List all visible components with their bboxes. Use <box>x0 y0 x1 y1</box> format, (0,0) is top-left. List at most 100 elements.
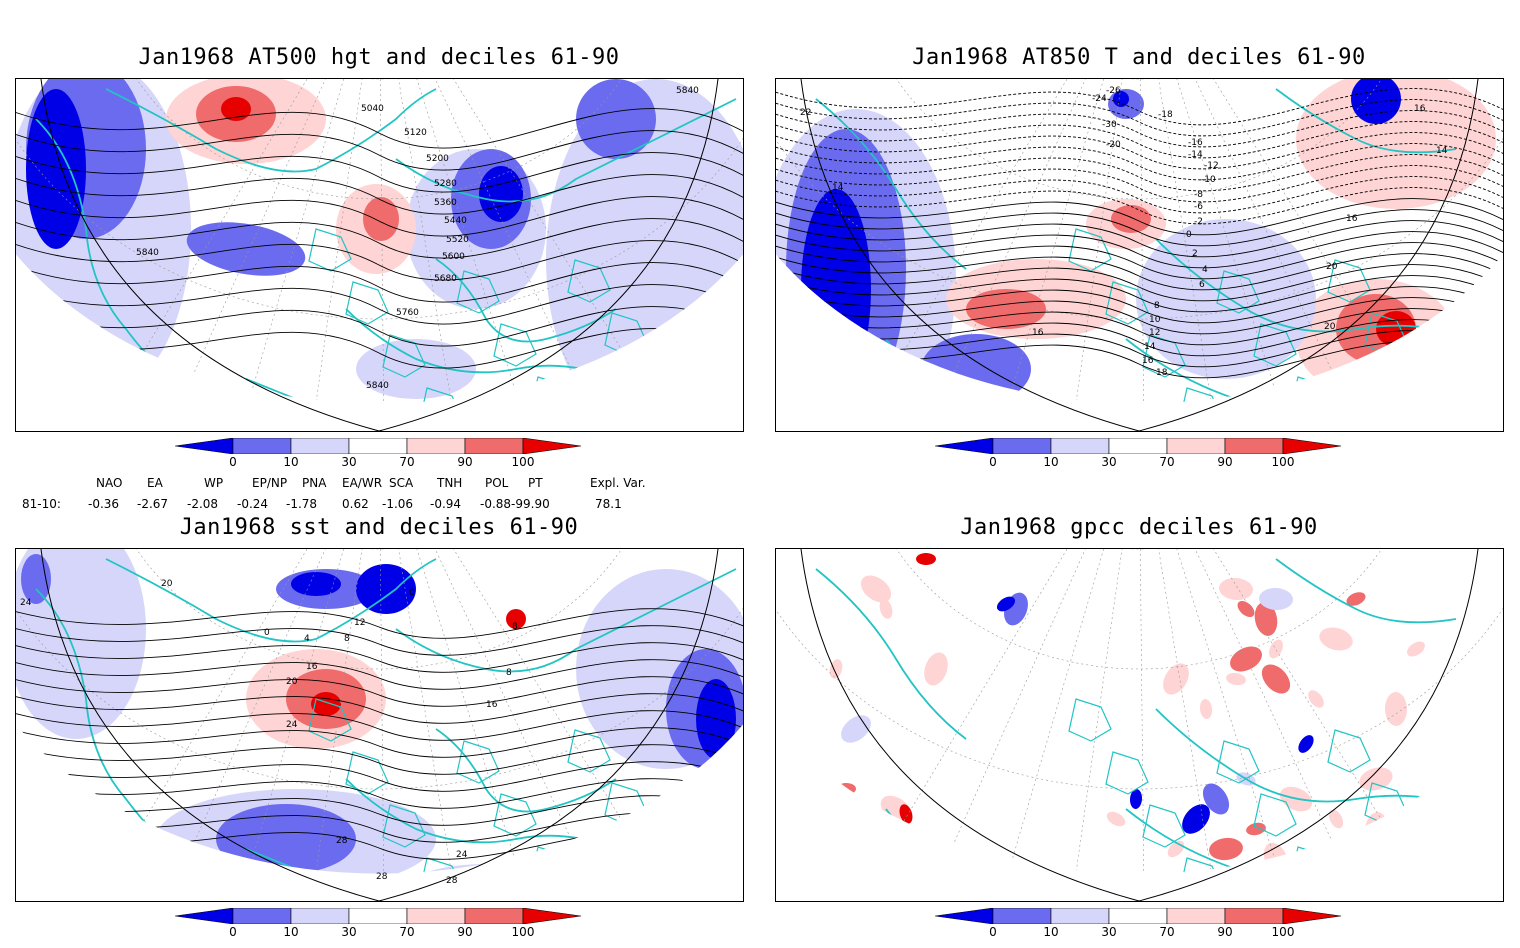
coastline <box>815 568 967 740</box>
contour-label: 8 <box>1154 301 1160 311</box>
colorbar-tick-label: 90 <box>1217 455 1233 469</box>
colorbar-sst: 0 10 30 70 90 100 <box>174 907 595 948</box>
anomaly-area <box>1359 767 1393 791</box>
contour-line <box>16 693 743 724</box>
hemisphere-boundary <box>800 549 1479 901</box>
anomaly-layer <box>16 549 743 874</box>
contour-label: 5040 <box>361 104 384 114</box>
anomaly-area <box>1237 600 1255 618</box>
contour-label: 28 <box>446 876 458 886</box>
map-hgt500: 5040 5120 5200 5280 5360 5440 5520 5600 5680 5760… <box>15 78 744 432</box>
contour-label: 18 <box>1156 368 1168 378</box>
panel-title-t850: Jan1968 AT850 T and deciles 61-90 <box>912 45 1366 70</box>
map-t850: -26 -24 -18 -30 -20 -16 -14 -12 -10 -8 -6 -2 0 2 4 6 8 10… <box>775 78 1504 432</box>
country-border <box>1179 387 1223 404</box>
contour-line <box>16 306 743 347</box>
contour-line <box>776 275 1503 313</box>
anomaly-area <box>1346 592 1366 606</box>
meridian-line <box>95 549 380 874</box>
contour-label: 8 <box>506 668 512 678</box>
anomaly-area <box>996 596 1016 612</box>
contour-label: 5760 <box>396 308 419 318</box>
index-header: EP/NP <box>252 476 288 490</box>
contour-label: 4 <box>1202 265 1208 275</box>
contour-label: 10 <box>1149 315 1161 325</box>
colorbar-tick-label: 100 <box>1271 455 1295 469</box>
contour-label: 12 <box>354 618 365 628</box>
anomaly-area <box>26 89 86 249</box>
meridian-line <box>927 79 1140 404</box>
colorbar-tick-label: 70 <box>1159 925 1175 939</box>
contour-label: 5840 <box>676 86 699 96</box>
colorbar-tick-label: 10 <box>1043 925 1059 939</box>
contour-line <box>776 198 1503 236</box>
index-value: -2.08 <box>187 497 219 511</box>
colorbar-tick-label: 90 <box>457 925 473 939</box>
contour-label: -24 <box>1092 94 1107 104</box>
colorbar-tick-label: 70 <box>1159 455 1175 469</box>
meridian-line <box>1138 79 1145 404</box>
colorbar-segment <box>1282 907 1342 925</box>
anomaly-area <box>576 79 656 159</box>
anomaly-area <box>1407 641 1425 657</box>
anomaly-area <box>21 554 51 604</box>
colorbar-tick-label: 30 <box>1101 925 1117 939</box>
contour-label: -18 <box>1158 110 1173 120</box>
contour-label: -2 <box>1194 217 1203 227</box>
country-border <box>641 365 685 404</box>
coastline <box>245 848 397 874</box>
anomaly-area <box>1259 587 1293 611</box>
colorbar-svg <box>174 907 582 925</box>
colorbar-tick-label: 100 <box>1271 925 1295 939</box>
colorbar-segment <box>934 907 994 925</box>
anomaly-area <box>860 575 892 603</box>
anomaly-area <box>291 572 341 596</box>
anomaly-area <box>1298 735 1314 753</box>
panel-title-gpcc: Jan1968 gpcc deciles 61-90 <box>960 515 1318 540</box>
anomaly-area <box>1129 789 1143 809</box>
anomaly-area <box>1384 692 1408 726</box>
anomaly-area <box>879 599 893 619</box>
contour-line <box>776 143 1503 181</box>
colorbar-tick-label: 90 <box>457 455 473 469</box>
colorbar-segment <box>522 907 582 925</box>
contour-label: 28 <box>336 836 348 846</box>
contour-label: 22 <box>800 108 811 118</box>
contour-line <box>776 220 1503 258</box>
coastline <box>435 728 617 813</box>
country-border <box>1327 259 1371 303</box>
colorbar-segment <box>406 907 466 925</box>
colorbar-t850: 0 10 30 70 90 100 <box>934 437 1355 478</box>
colorbar-segment <box>174 907 234 925</box>
colorbar-gpcc: 0 10 30 70 90 100 <box>934 907 1355 948</box>
panel-title-sst: Jan1968 sst and deciles 61-90 <box>179 515 579 540</box>
index-header: EA/WR <box>342 476 383 490</box>
contour-label: 4 <box>304 634 310 644</box>
anomaly-area <box>1351 79 1401 124</box>
contour-label: 28 <box>376 872 388 882</box>
colorbar-svg <box>174 437 582 455</box>
contour-label: 16 <box>1142 356 1154 366</box>
colorbar-segment <box>992 437 1052 455</box>
contour-label: 5200 <box>426 154 449 164</box>
meridian-line <box>167 79 380 404</box>
contour-label: 0 <box>409 588 415 598</box>
contour-label: 5840 <box>136 248 159 258</box>
contour-label: 0 <box>264 628 270 638</box>
contour-line <box>16 676 743 707</box>
anomaly-area <box>1308 690 1324 708</box>
country-border <box>456 740 500 784</box>
map-svg-hgt500: 5040 5120 5200 5280 5360 5440 5520 5600 5680 5760… <box>16 79 743 431</box>
anomaly-area <box>1219 577 1253 601</box>
country-border <box>419 857 463 874</box>
contour-label: 8 <box>344 634 350 644</box>
colorbar-svg <box>934 437 1342 455</box>
index-value: -0.88-99.90 <box>480 497 550 511</box>
colorbar-tick-label: 30 <box>341 455 357 469</box>
contour-line <box>776 121 1503 159</box>
anomaly-area <box>1254 602 1278 636</box>
contour-label: -26 <box>1106 86 1121 96</box>
colorbar-tick-label: 30 <box>341 925 357 939</box>
anomaly-area <box>356 564 416 614</box>
contour-label: 20 <box>161 579 173 589</box>
